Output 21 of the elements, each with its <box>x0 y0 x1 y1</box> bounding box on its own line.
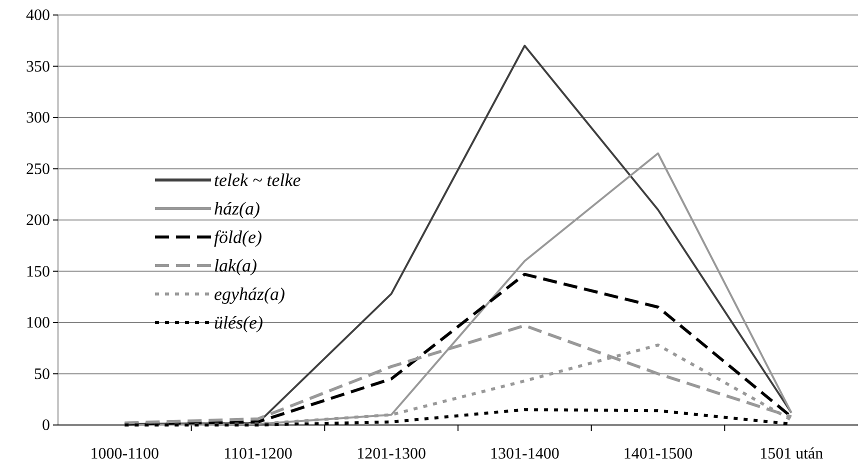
y-tick-label: 350 <box>26 58 50 76</box>
x-tick-label: 1101-1200 <box>224 445 292 462</box>
y-tick-label: 0 <box>42 417 50 434</box>
legend-label: egyház(a) <box>214 284 285 304</box>
y-tick-label: 300 <box>26 110 50 127</box>
y-tick-label: 50 <box>34 366 50 383</box>
y-tick-label: 100 <box>26 314 50 332</box>
y-tick-label: 250 <box>26 160 50 178</box>
x-tick-label: 1000-1100 <box>90 445 160 462</box>
legend-label: ház(a) <box>214 198 260 218</box>
legend-label: föld(e) <box>214 227 262 247</box>
legend-label: telek ~ telke <box>214 170 301 190</box>
y-tick-label: 200 <box>26 212 50 230</box>
x-tick-label: 1501 után <box>760 445 824 462</box>
x-tick-label: 1401-1500 <box>623 445 693 462</box>
legend-label: ülés(e) <box>214 312 263 332</box>
legend-label: lak(a) <box>214 256 257 276</box>
y-tick-label: 150 <box>26 263 50 280</box>
y-tick-label: 400 <box>26 7 50 24</box>
x-tick-label: 1301-1400 <box>490 445 560 462</box>
x-tick-label: 1201-1300 <box>356 445 426 462</box>
